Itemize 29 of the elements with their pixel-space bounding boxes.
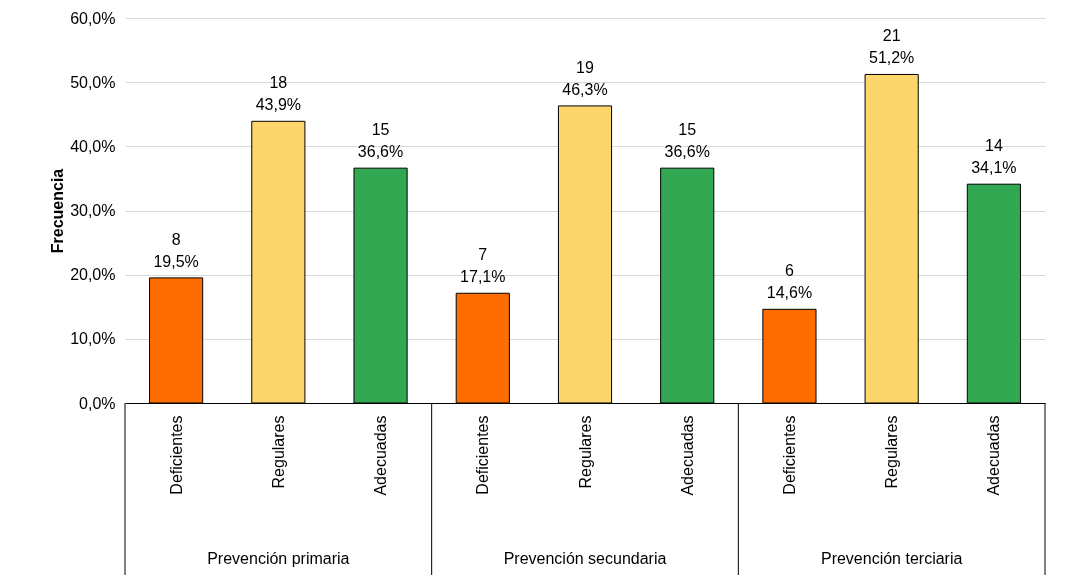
data-label: 6 14,6% [766, 262, 813, 302]
y-axis-title: Frecuencia [49, 168, 67, 254]
data-label: 14 34,1% [971, 137, 1017, 177]
x-tick-label: Regulares [269, 415, 287, 489]
y-tick-label: 60,0% [70, 9, 116, 27]
x-tick-label: Deficientes [780, 415, 798, 495]
y-tick-label: 10,0% [70, 330, 116, 348]
data-label: 19 46,3% [562, 58, 608, 98]
x-tick-label: Regulares [576, 415, 594, 489]
x-tick-label: Deficientes [474, 415, 492, 495]
text: Prevención terciaria [820, 550, 963, 567]
x-tick-label: Adecuadas [678, 415, 696, 496]
data-label: 15 36,6% [664, 121, 710, 161]
y-tick-label: 0,0% [79, 394, 116, 412]
x-tick-label: Deficientes [167, 415, 185, 495]
text: Prevención primaria [207, 550, 350, 567]
x-tick-label: Adecuadas [372, 415, 390, 496]
data-label: 15 36,6% [357, 121, 404, 161]
x-tick-label: Adecuadas [985, 415, 1003, 496]
y-tick-label: 40,0% [70, 137, 116, 155]
data-label: 8 19,5% [153, 230, 199, 270]
data-label: 7 17,1% [460, 246, 506, 286]
y-tick-label: 20,0% [70, 266, 116, 284]
data-label: 18 43,9% [255, 74, 302, 114]
text: Prevención secundaria [503, 550, 667, 567]
x-tick-label: Regulares [883, 415, 901, 489]
data-label: 21 51,2% [868, 27, 915, 67]
y-tick-label: 50,0% [70, 73, 116, 91]
y-tick-label: 30,0% [70, 202, 116, 219]
